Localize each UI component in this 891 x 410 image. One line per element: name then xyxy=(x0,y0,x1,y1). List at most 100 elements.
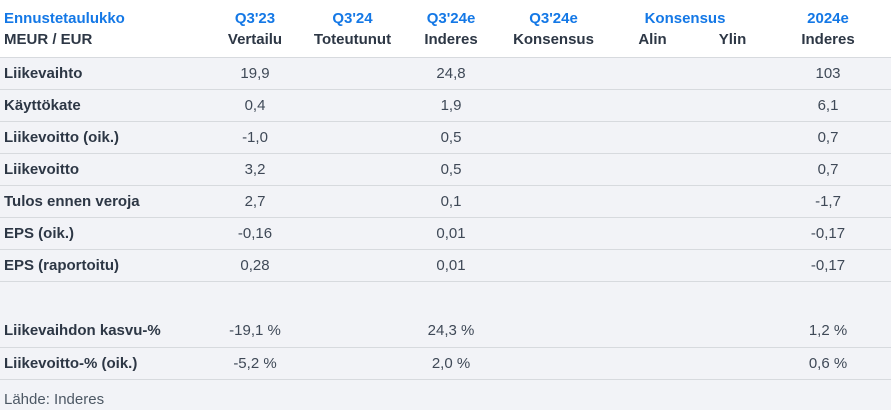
value-cell: 1,2 % xyxy=(765,315,891,348)
value-cell xyxy=(305,347,400,380)
value-cell xyxy=(305,57,400,90)
table-row: EPS (raportoitu) 0,28 0,01 -0,17 xyxy=(0,249,891,282)
unit-label: MEUR / EUR xyxy=(0,29,205,58)
value-cell xyxy=(502,153,605,186)
value-cell xyxy=(700,89,766,122)
header-row-subtitles: MEUR / EUR Vertailu Toteutunut Inderes K… xyxy=(0,29,891,58)
value-cell: 0,1 xyxy=(400,185,502,218)
header-q3-23: Q3'23 xyxy=(205,0,305,29)
value-cell: 3,2 xyxy=(205,153,305,186)
value-cell: 0,01 xyxy=(400,217,502,250)
table-title: Ennustetaulukko xyxy=(0,0,205,29)
value-cell xyxy=(502,315,605,348)
value-cell: 19,9 xyxy=(205,57,305,90)
value-cell: 0,7 xyxy=(765,153,891,186)
value-cell: 24,8 xyxy=(400,57,502,90)
table-row: Liikevoitto (oik.) -1,0 0,5 0,7 xyxy=(0,121,891,154)
value-cell xyxy=(305,89,400,122)
table-row: Tulos ennen veroja 2,7 0,1 -1,7 xyxy=(0,185,891,218)
value-cell: 1,9 xyxy=(400,89,502,122)
value-cell xyxy=(502,185,605,218)
header-q3-24e-konsensus: Q3'24e xyxy=(502,0,605,29)
value-cell: 0,7 xyxy=(765,121,891,154)
value-cell xyxy=(502,121,605,154)
row-label: Liikevoitto (oik.) xyxy=(0,121,205,154)
spacer-cell xyxy=(0,281,891,315)
value-cell: 103 xyxy=(765,57,891,90)
header-konsensus-group: Konsensus xyxy=(605,0,766,29)
value-cell xyxy=(700,185,766,218)
value-cell xyxy=(700,249,766,282)
subheader-inderes-q: Inderes xyxy=(400,29,502,58)
value-cell xyxy=(605,153,700,186)
value-cell xyxy=(700,217,766,250)
value-cell xyxy=(605,217,700,250)
value-cell: -0,17 xyxy=(765,249,891,282)
value-cell: -0,16 xyxy=(205,217,305,250)
value-cell xyxy=(605,347,700,380)
value-cell: -19,1 % xyxy=(205,315,305,348)
value-cell xyxy=(700,315,766,348)
value-cell xyxy=(502,249,605,282)
value-cell: 0,5 xyxy=(400,121,502,154)
value-cell: -5,2 % xyxy=(205,347,305,380)
row-label: Käyttökate xyxy=(0,89,205,122)
value-cell: -1,0 xyxy=(205,121,305,154)
header-2024e: 2024e xyxy=(765,0,891,29)
value-cell: 0,4 xyxy=(205,89,305,122)
value-cell: 0,01 xyxy=(400,249,502,282)
header-row-periods: Ennustetaulukko Q3'23 Q3'24 Q3'24e Q3'24… xyxy=(0,0,891,29)
value-cell: 0,28 xyxy=(205,249,305,282)
row-label: Liikevaihto xyxy=(0,57,205,90)
row-label: Liikevaihdon kasvu-% xyxy=(0,315,205,348)
table-row: Liikevaihto 19,9 24,8 103 xyxy=(0,57,891,90)
subheader-konsensus: Konsensus xyxy=(502,29,605,58)
header-q3-24: Q3'24 xyxy=(305,0,400,29)
subheader-alin: Alin xyxy=(605,29,700,58)
table-row: Liikevoitto 3,2 0,5 0,7 xyxy=(0,153,891,186)
table-row: Liikevaihdon kasvu-% -19,1 % 24,3 % 1,2 % xyxy=(0,315,891,348)
value-cell xyxy=(700,347,766,380)
value-cell xyxy=(605,89,700,122)
value-cell xyxy=(502,347,605,380)
value-cell xyxy=(502,89,605,122)
value-cell: 24,3 % xyxy=(400,315,502,348)
header-q3-24e-inderes: Q3'24e xyxy=(400,0,502,29)
subheader-vertailu: Vertailu xyxy=(205,29,305,58)
value-cell: 2,0 % xyxy=(400,347,502,380)
forecast-table: Ennustetaulukko Q3'23 Q3'24 Q3'24e Q3'24… xyxy=(0,0,891,380)
row-label: EPS (raportoitu) xyxy=(0,249,205,282)
source-note: Lähde: Inderes xyxy=(4,390,105,408)
value-cell xyxy=(305,121,400,154)
value-cell: 0,5 xyxy=(400,153,502,186)
value-cell: -1,7 xyxy=(765,185,891,218)
value-cell xyxy=(305,217,400,250)
value-cell xyxy=(605,315,700,348)
value-cell xyxy=(700,57,766,90)
value-cell xyxy=(502,57,605,90)
table-header: Ennustetaulukko Q3'23 Q3'24 Q3'24e Q3'24… xyxy=(0,0,891,58)
value-cell xyxy=(605,249,700,282)
value-cell xyxy=(605,185,700,218)
value-cell xyxy=(305,315,400,348)
spacer-row xyxy=(0,281,891,315)
value-cell: 6,1 xyxy=(765,89,891,122)
value-cell: 2,7 xyxy=(205,185,305,218)
value-cell: 0,6 % xyxy=(765,347,891,380)
row-label: Liikevoitto-% (oik.) xyxy=(0,347,205,380)
value-cell xyxy=(305,185,400,218)
value-cell xyxy=(305,249,400,282)
subheader-toteutunut: Toteutunut xyxy=(305,29,400,58)
value-cell xyxy=(605,121,700,154)
value-cell xyxy=(605,57,700,90)
value-cell xyxy=(305,153,400,186)
table-body: Liikevaihto 19,9 24,8 103 Käyttökate 0,4 1,9 6,… xyxy=(0,57,891,380)
table-row: Käyttökate 0,4 1,9 6,1 xyxy=(0,89,891,122)
table-row: Liikevoitto-% (oik.) -5,2 % 2,0 % 0,6 % xyxy=(0,347,891,380)
row-label: Liikevoitto xyxy=(0,153,205,186)
value-cell xyxy=(700,121,766,154)
subheader-ylin: Ylin xyxy=(700,29,766,58)
row-label: Tulos ennen veroja xyxy=(0,185,205,218)
value-cell xyxy=(502,217,605,250)
row-label: EPS (oik.) xyxy=(0,217,205,250)
